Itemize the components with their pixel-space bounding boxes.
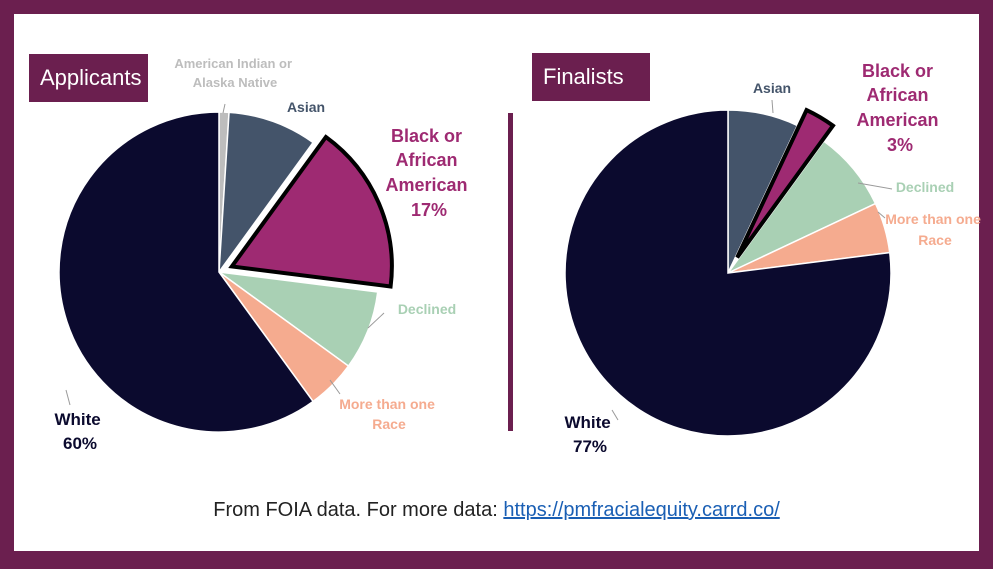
finalists-label-declined: Declined <box>896 179 954 195</box>
footer-text: From FOIA data. For more data: <box>213 499 504 521</box>
applicants-slice-black <box>228 134 394 289</box>
footer-link[interactable]: https://pmfracialequity.carrd.co/ <box>503 499 780 521</box>
finalists-title: Finalists <box>532 53 650 101</box>
finalists-pie <box>564 107 892 437</box>
finalists-label-white: White 77% <box>564 413 615 456</box>
applicants-slice-white <box>58 111 315 433</box>
applicants-label-declined: Declined <box>398 301 456 317</box>
footer-source: From FOIA data. For more data: https://p… <box>0 499 993 522</box>
applicants-label-more-than-one: More than one Race <box>339 396 439 432</box>
finalists-slice-white <box>564 109 892 437</box>
applicants-label-white: White 60% <box>54 410 105 453</box>
chart-divider <box>508 113 513 431</box>
finalists-label-black: Black or African American 3% <box>856 61 943 155</box>
applicants-slice-asian <box>218 111 315 275</box>
applicants-label-asian: Asian <box>287 99 325 115</box>
applicants-pie <box>58 111 394 433</box>
applicants-label-american-indian: American Indian or Alaska Native <box>174 56 295 90</box>
leader-lines <box>65 99 893 421</box>
finalists-label-asian: Asian <box>753 80 791 96</box>
applicants-title: Applicants <box>29 54 148 102</box>
applicants-label-black: Black or African American 17% <box>385 126 472 220</box>
finalists-label-more-than-one: More than one Race <box>885 211 985 248</box>
finalists-slice-black <box>735 107 836 259</box>
